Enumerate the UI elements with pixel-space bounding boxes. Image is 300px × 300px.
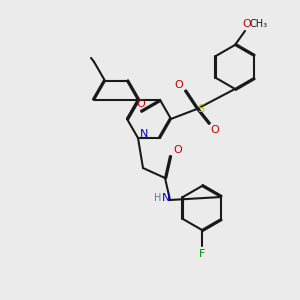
- Text: F: F: [199, 249, 205, 259]
- Text: S: S: [197, 104, 205, 114]
- Text: N: N: [162, 193, 170, 203]
- Text: O: O: [174, 145, 182, 155]
- Text: O: O: [175, 80, 183, 90]
- Text: O: O: [211, 125, 219, 135]
- Text: N: N: [140, 129, 148, 139]
- Text: H: H: [154, 193, 162, 203]
- Text: CH₃: CH₃: [250, 19, 268, 29]
- Text: O: O: [243, 19, 251, 29]
- Text: O: O: [136, 99, 145, 109]
